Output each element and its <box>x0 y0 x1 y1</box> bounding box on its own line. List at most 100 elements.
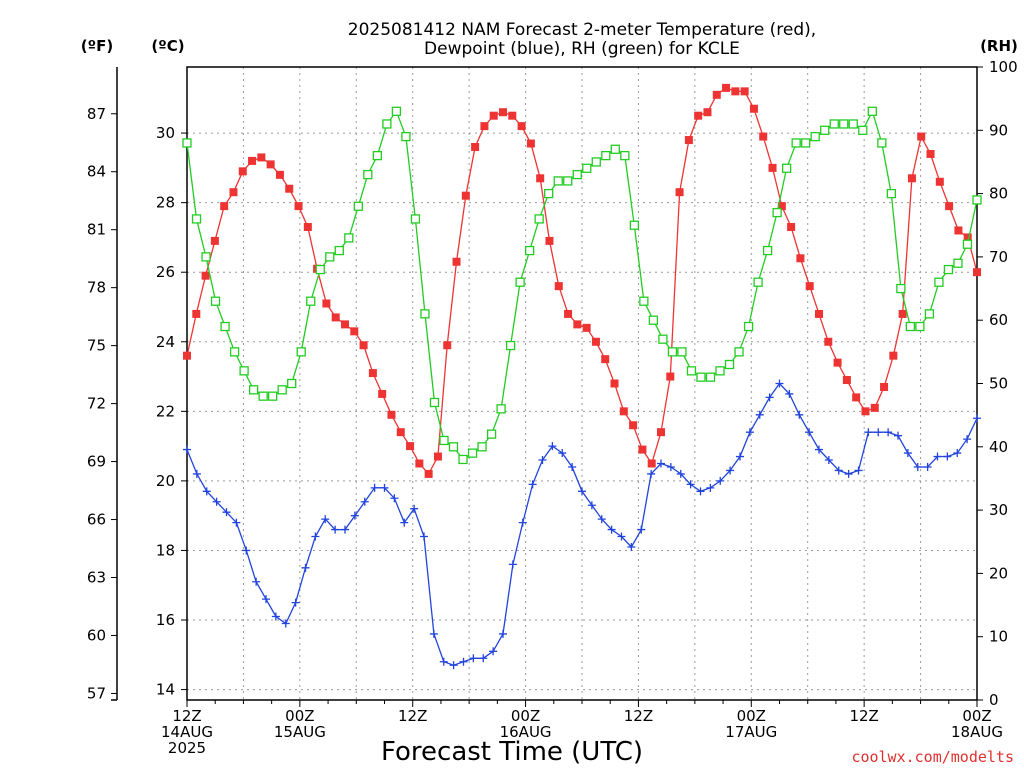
chart-title-line-1: 2025081412 NAM Forecast 2-meter Temperat… <box>348 20 816 40</box>
temperature-point <box>220 202 229 211</box>
temperature-point <box>303 222 312 231</box>
rh-point <box>439 435 449 446</box>
rh-point <box>610 144 620 154</box>
dewpoint-point <box>726 466 735 475</box>
dewpoint-point <box>202 487 211 496</box>
temperature-point <box>768 163 777 172</box>
rh-point <box>753 277 763 287</box>
rh-point <box>915 321 925 332</box>
dewpoint-point <box>824 456 833 465</box>
temperature-point <box>852 393 861 402</box>
fahrenheit-unit-label: (ºF) <box>81 37 113 55</box>
dewpoint-point <box>311 532 320 541</box>
temperature-point <box>749 104 758 113</box>
dewpoint-point <box>271 612 280 621</box>
dewpoint-point <box>400 518 409 527</box>
temperature-point <box>759 132 768 141</box>
rh-point <box>306 296 316 306</box>
dewpoint-point <box>607 525 616 534</box>
dewpoint-point <box>469 654 478 663</box>
celsius-tick-label: 20 <box>156 472 175 490</box>
rh-point <box>886 188 896 199</box>
celsius-tick-label: 14 <box>156 681 175 699</box>
temperature-point <box>591 337 600 346</box>
temperature-point <box>703 108 712 117</box>
dewpoint-point <box>242 546 251 555</box>
dewpoint-point <box>627 542 636 551</box>
x-tick-label: 17AUG <box>725 723 777 741</box>
series-temperature <box>183 83 981 478</box>
chart-title-line-2: Dewpoint (blue), RH (green) for KCLE <box>424 39 740 59</box>
rh-point <box>639 296 649 306</box>
x-tick-label: 12Z <box>624 707 653 725</box>
x-tick-label: 00Z <box>511 707 540 725</box>
dewpoint-point <box>854 466 863 475</box>
fahrenheit-tick-label: 69 <box>87 453 106 471</box>
fahrenheit-tick-label: 63 <box>87 568 106 586</box>
rh-point <box>867 106 877 116</box>
dewpoint-point <box>499 629 507 638</box>
temperature-point <box>582 323 591 332</box>
dewpoint-point <box>390 494 399 503</box>
temperature-point <box>415 459 424 468</box>
rh-point <box>486 429 497 439</box>
temperature-point <box>666 372 675 381</box>
rh-point <box>382 119 392 129</box>
x-axis-label: Forecast Time (UTC) <box>381 737 643 767</box>
temperature-point <box>387 410 396 419</box>
temperature-point <box>248 156 257 165</box>
rh-point <box>248 385 259 395</box>
temperature-point <box>935 177 944 186</box>
dewpoint-point <box>755 410 764 419</box>
x-tick-label: 12Z <box>172 707 201 725</box>
temperature-point <box>341 320 349 329</box>
rh-point <box>505 340 516 351</box>
rh-point <box>344 233 354 243</box>
rh-tick-label: 0 <box>989 691 999 709</box>
series-dewpoint <box>183 379 981 670</box>
rh-point <box>448 442 459 452</box>
dewpoint-point <box>420 532 428 541</box>
temperature-point <box>257 153 266 162</box>
temperature-point <box>508 111 517 120</box>
temperature-point <box>629 421 638 430</box>
dewpoint-point <box>192 469 201 478</box>
dewpoint-point <box>785 389 794 398</box>
dewpoint-point <box>874 428 883 437</box>
rh-point <box>591 157 601 167</box>
temperature-point <box>722 83 731 92</box>
temperature-point <box>433 452 442 461</box>
x-tick-label: 18AUG <box>951 723 1003 741</box>
temperature-point <box>424 469 433 478</box>
temperature-point <box>638 445 647 454</box>
rh-point <box>943 264 954 275</box>
dewpoint-point <box>716 476 725 485</box>
temperature-point <box>275 170 284 179</box>
dewpoint-point <box>617 532 626 541</box>
rh-tick-label: 60 <box>989 311 1008 329</box>
dewpoint-point <box>262 595 270 604</box>
data-series <box>182 83 982 670</box>
dewpoint-point <box>597 515 606 524</box>
rh-point <box>810 131 820 142</box>
dewpoint-point <box>291 598 300 607</box>
fahrenheit-tick-label: 84 <box>87 163 106 181</box>
temperature-point <box>443 341 452 350</box>
temperature-point <box>238 167 247 176</box>
rh-point <box>515 277 525 287</box>
temperature-point <box>963 233 972 242</box>
temperature-point <box>229 188 238 197</box>
tick-labels: 14 16 18 20 22 24 26 28 30 57 60 63 66 69 72 75 78 81 84 87… <box>87 58 1018 757</box>
x-tick-label: 15AUG <box>274 723 326 741</box>
temperature-point <box>545 236 554 245</box>
rh-point <box>829 119 839 129</box>
rh-tick-label: 90 <box>989 121 1008 139</box>
dewpoint-point <box>518 518 527 527</box>
celsius-tick-label: 24 <box>156 333 175 351</box>
rh-point <box>334 245 344 256</box>
rh-point <box>905 321 916 332</box>
dewpoint-point <box>222 508 231 517</box>
axes <box>111 66 983 707</box>
temperature-point <box>350 327 359 336</box>
rh-point <box>705 372 716 382</box>
